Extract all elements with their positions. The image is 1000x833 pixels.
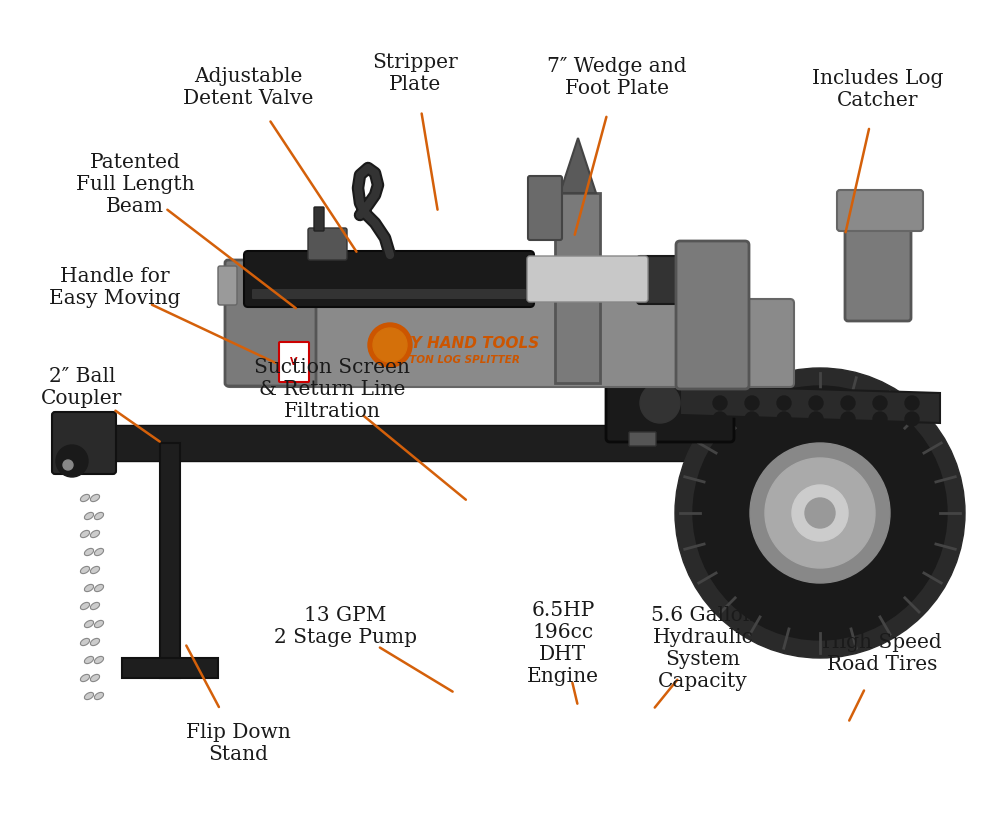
FancyBboxPatch shape xyxy=(226,299,794,387)
Text: 2″ Ball
Coupler: 2″ Ball Coupler xyxy=(41,367,123,408)
Text: Adjustable
Detent Valve: Adjustable Detent Valve xyxy=(183,67,313,108)
FancyBboxPatch shape xyxy=(845,195,911,321)
Circle shape xyxy=(792,485,848,541)
Polygon shape xyxy=(555,193,600,383)
Circle shape xyxy=(745,412,759,426)
Circle shape xyxy=(841,396,855,410)
Circle shape xyxy=(873,396,887,410)
Ellipse shape xyxy=(84,656,94,664)
Circle shape xyxy=(63,460,73,470)
FancyBboxPatch shape xyxy=(700,433,820,453)
Circle shape xyxy=(750,443,890,583)
Circle shape xyxy=(777,412,791,426)
Circle shape xyxy=(56,445,88,477)
Circle shape xyxy=(713,396,727,410)
Ellipse shape xyxy=(90,602,100,610)
Circle shape xyxy=(693,386,947,640)
Circle shape xyxy=(640,383,680,423)
FancyBboxPatch shape xyxy=(616,295,725,327)
Text: 22 TON LOG SPLITTER: 22 TON LOG SPLITTER xyxy=(391,355,519,365)
Ellipse shape xyxy=(84,548,94,556)
Ellipse shape xyxy=(94,548,104,556)
FancyBboxPatch shape xyxy=(55,425,745,461)
Circle shape xyxy=(841,412,855,426)
Circle shape xyxy=(805,498,835,528)
Text: Flip Down
Stand: Flip Down Stand xyxy=(186,722,290,764)
Circle shape xyxy=(368,323,412,367)
FancyBboxPatch shape xyxy=(314,207,324,231)
Text: Handle for
Easy Moving: Handle for Easy Moving xyxy=(49,267,181,308)
FancyBboxPatch shape xyxy=(606,319,734,442)
FancyBboxPatch shape xyxy=(122,658,218,678)
Text: 13 GPM
2 Stage Pump: 13 GPM 2 Stage Pump xyxy=(274,606,416,647)
Ellipse shape xyxy=(90,675,100,681)
Text: 5.6 Gallon
Hydraulic
System
Capacity: 5.6 Gallon Hydraulic System Capacity xyxy=(651,606,755,691)
Ellipse shape xyxy=(90,531,100,537)
Ellipse shape xyxy=(84,621,94,627)
Circle shape xyxy=(905,396,919,410)
FancyBboxPatch shape xyxy=(528,176,562,240)
FancyBboxPatch shape xyxy=(252,289,526,299)
Ellipse shape xyxy=(94,585,104,591)
Polygon shape xyxy=(560,138,596,193)
Circle shape xyxy=(905,412,919,426)
Circle shape xyxy=(809,396,823,410)
Text: Stripper
Plate: Stripper Plate xyxy=(372,52,458,94)
FancyBboxPatch shape xyxy=(225,260,316,386)
Ellipse shape xyxy=(80,638,90,646)
Circle shape xyxy=(765,458,875,568)
Circle shape xyxy=(675,368,965,658)
Circle shape xyxy=(777,396,791,410)
Ellipse shape xyxy=(90,638,100,646)
Circle shape xyxy=(713,412,727,426)
Text: DIRTY HAND TOOLS: DIRTY HAND TOOLS xyxy=(371,336,539,351)
FancyBboxPatch shape xyxy=(218,266,237,305)
Text: 6.5HP
196cc
DHT
Engine: 6.5HP 196cc DHT Engine xyxy=(527,601,599,686)
Text: High Speed
Road Tires: High Speed Road Tires xyxy=(822,633,942,675)
Ellipse shape xyxy=(84,512,94,520)
Ellipse shape xyxy=(80,566,90,574)
Ellipse shape xyxy=(90,566,100,574)
FancyBboxPatch shape xyxy=(160,443,180,678)
Ellipse shape xyxy=(94,621,104,627)
FancyBboxPatch shape xyxy=(244,251,534,307)
Ellipse shape xyxy=(84,692,94,700)
FancyBboxPatch shape xyxy=(637,256,698,304)
FancyBboxPatch shape xyxy=(837,190,923,231)
Text: Includes Log
Catcher: Includes Log Catcher xyxy=(812,68,944,110)
FancyBboxPatch shape xyxy=(527,256,648,302)
Ellipse shape xyxy=(90,495,100,501)
Text: V: V xyxy=(290,357,298,367)
Text: Patented
Full Length
Beam: Patented Full Length Beam xyxy=(76,153,194,217)
Circle shape xyxy=(373,328,407,362)
Circle shape xyxy=(809,412,823,426)
FancyBboxPatch shape xyxy=(52,412,116,474)
Circle shape xyxy=(745,396,759,410)
Text: Suction Screen
& Return Line
Filtration: Suction Screen & Return Line Filtration xyxy=(254,358,410,421)
Ellipse shape xyxy=(80,602,90,610)
Polygon shape xyxy=(680,385,940,423)
Ellipse shape xyxy=(94,512,104,520)
FancyBboxPatch shape xyxy=(308,228,347,260)
Ellipse shape xyxy=(94,656,104,664)
Circle shape xyxy=(873,412,887,426)
FancyBboxPatch shape xyxy=(676,241,749,389)
FancyBboxPatch shape xyxy=(629,432,656,446)
Ellipse shape xyxy=(94,692,104,700)
Ellipse shape xyxy=(80,531,90,537)
Ellipse shape xyxy=(84,585,94,591)
FancyBboxPatch shape xyxy=(279,342,309,382)
Ellipse shape xyxy=(80,495,90,501)
Text: 7″ Wedge and
Foot Plate: 7″ Wedge and Foot Plate xyxy=(547,57,687,98)
Ellipse shape xyxy=(80,675,90,681)
